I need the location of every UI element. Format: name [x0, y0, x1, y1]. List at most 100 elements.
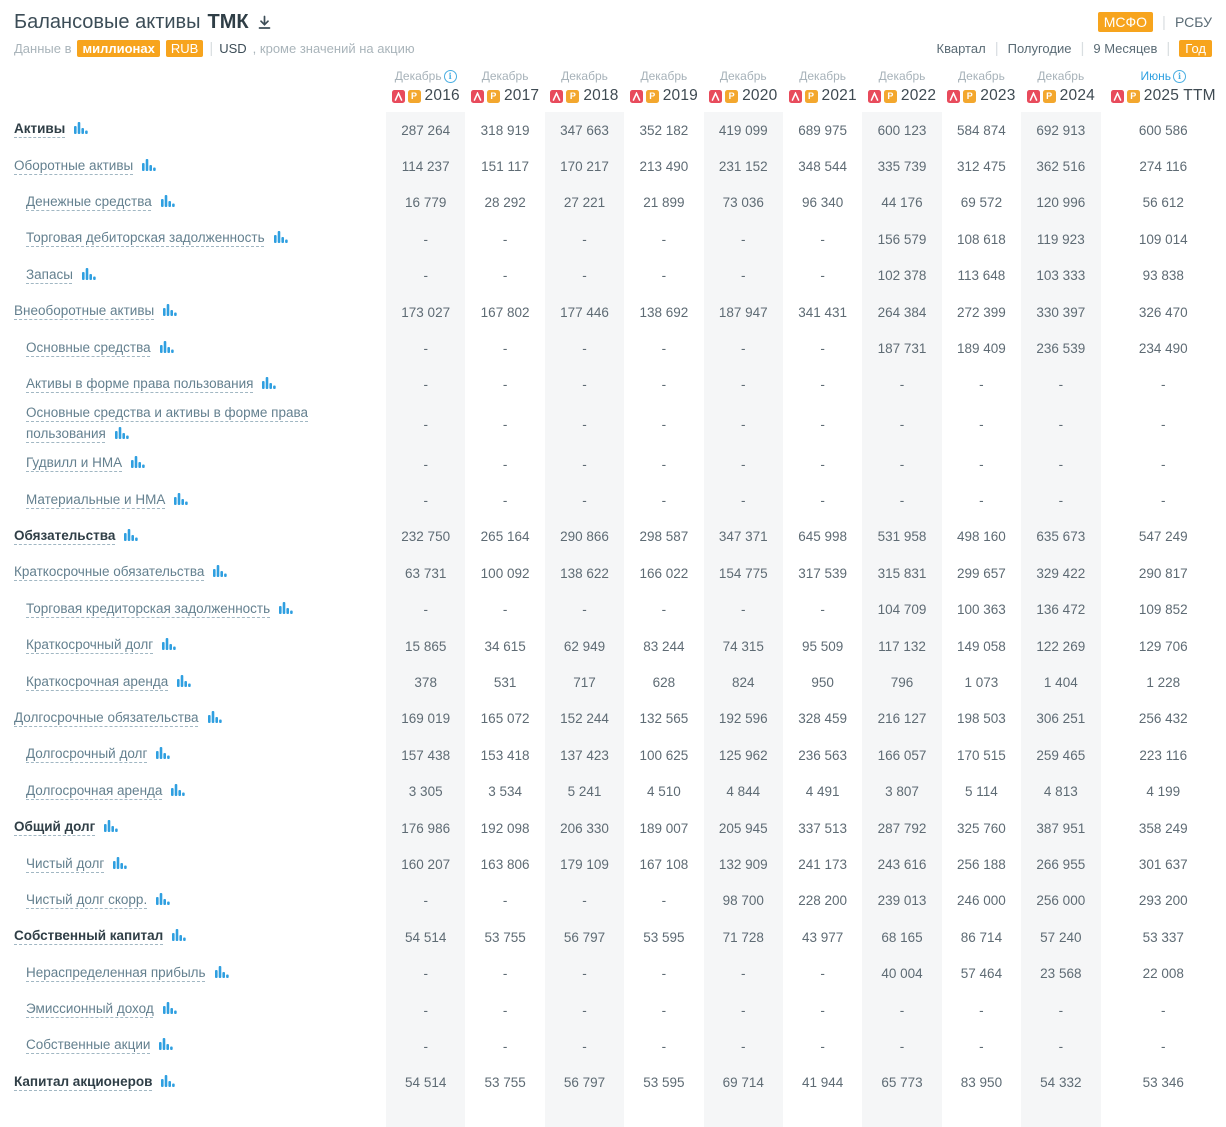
bar-chart-icon[interactable] — [114, 427, 129, 442]
row-label[interactable]: Материальные и НМА — [26, 491, 166, 507]
bar-chart-icon[interactable] — [159, 1038, 174, 1053]
pdf-report-icon[interactable] — [788, 89, 802, 103]
row-label[interactable]: Основные средства и активы в форме права… — [26, 405, 309, 442]
bar-chart-icon[interactable] — [142, 158, 156, 174]
pdf-report-icon[interactable] — [1026, 89, 1040, 103]
bar-chart-icon[interactable] — [160, 195, 175, 210]
bar-chart-icon[interactable] — [171, 783, 186, 799]
p-report-icon[interactable]: P — [1042, 89, 1056, 103]
bar-chart-icon[interactable] — [74, 122, 88, 137]
bar-chart-icon[interactable] — [159, 340, 174, 356]
units-millions-button[interactable]: миллионах — [77, 40, 160, 57]
row-label[interactable]: Долгосрочная аренда — [26, 782, 163, 798]
p-report-icon[interactable]: P — [645, 89, 659, 103]
bar-chart-icon[interactable] — [214, 965, 229, 981]
cell-value: 83 950 — [960, 1075, 1003, 1091]
info-icon[interactable]: i — [443, 70, 457, 83]
p-report-icon[interactable]: P — [407, 89, 421, 103]
bar-chart-icon[interactable] — [279, 601, 293, 617]
row-label[interactable]: Краткосрочные обязательства — [14, 564, 205, 580]
pdf-report-icon[interactable] — [947, 89, 961, 103]
pdf-report-icon[interactable] — [629, 89, 643, 103]
cell-value: - — [979, 1038, 984, 1054]
cell-value: 176 986 — [401, 820, 451, 836]
p-report-icon[interactable]: P — [804, 89, 818, 103]
bar-chart-icon[interactable] — [124, 528, 139, 544]
p-report-icon[interactable]: P — [566, 89, 580, 103]
pdf-report-icon[interactable] — [867, 89, 881, 103]
p-report-icon[interactable]: P — [486, 89, 500, 103]
period-полугодие[interactable]: Полугодие — [1007, 41, 1072, 56]
row-label[interactable]: Основные средства — [26, 339, 151, 355]
bar-chart-icon[interactable] — [113, 856, 128, 872]
bar-chart-icon[interactable] — [162, 1002, 177, 1017]
row-label[interactable]: Торговая кредиторская задолженность — [26, 600, 271, 616]
bar-chart-icon[interactable] — [177, 674, 191, 690]
cell-value: - — [1161, 377, 1166, 393]
row-label[interactable]: Собственный капитал — [14, 928, 164, 944]
bar-chart-icon[interactable] — [273, 231, 288, 246]
cell-value: 717 — [573, 675, 596, 690]
row-label[interactable]: Нераспределенная прибыль — [26, 964, 206, 980]
cell-value: 53 595 — [643, 1075, 685, 1091]
row-label[interactable]: Краткосрочный долг — [26, 637, 154, 653]
row-label[interactable]: Активы — [14, 121, 66, 137]
period-9-месяцев[interactable]: 9 Месяцев — [1093, 41, 1158, 56]
bar-chart-icon[interactable] — [207, 710, 222, 726]
p-report-icon[interactable]: P — [1126, 89, 1140, 103]
pdf-report-icon[interactable] — [709, 89, 723, 103]
bar-chart-icon[interactable] — [213, 565, 228, 580]
row-label[interactable]: Капитал акционеров — [14, 1073, 153, 1089]
cell-value: 246 000 — [957, 893, 1006, 909]
download-icon[interactable] — [257, 15, 272, 30]
cell-value: 187 947 — [718, 304, 768, 320]
bar-chart-icon[interactable] — [156, 747, 171, 762]
pdf-report-icon[interactable] — [391, 89, 405, 103]
row-label[interactable]: Долгосрочный долг — [26, 746, 148, 762]
row-label[interactable]: Оборотные активы — [14, 157, 134, 173]
pdf-report-icon[interactable] — [470, 89, 484, 103]
bar-chart-icon[interactable] — [131, 456, 145, 471]
currency-rub-button[interactable]: RUB — [165, 40, 204, 57]
row-label[interactable]: Гудвилл и НМА — [26, 455, 123, 471]
cell-value: - — [661, 602, 667, 618]
bar-chart-icon[interactable] — [162, 638, 176, 653]
p-report-icon[interactable]: P — [963, 89, 977, 103]
row-label[interactable]: Общий долг — [14, 819, 96, 835]
bar-chart-icon[interactable] — [262, 376, 277, 392]
p-report-icon[interactable]: P — [725, 89, 739, 103]
row-label[interactable]: Внеоборотные активы — [14, 303, 155, 319]
row-label[interactable]: Денежные средства — [26, 194, 152, 210]
bar-chart-icon[interactable] — [104, 820, 118, 835]
pdf-report-icon[interactable] — [1110, 89, 1124, 103]
row-label[interactable]: Обязательства — [14, 527, 116, 543]
bar-chart-icon[interactable] — [163, 304, 177, 319]
bar-chart-icon[interactable] — [81, 267, 96, 283]
row-label[interactable]: Чистый долг — [26, 855, 105, 871]
period-год[interactable]: Год — [1179, 40, 1212, 57]
row-label[interactable]: Долгосрочные обязательства — [14, 709, 199, 725]
bar-chart-icon[interactable] — [161, 1074, 176, 1090]
row-label[interactable]: Эмиссионный доход — [26, 1001, 154, 1017]
row-label[interactable]: Запасы — [26, 266, 73, 282]
row-label[interactable]: Краткосрочная аренда — [26, 673, 169, 689]
row-label[interactable]: Торговая дебиторская задолженность — [26, 230, 265, 246]
row-label[interactable]: Чистый долг скорр. — [26, 891, 148, 907]
period-квартал[interactable]: Квартал — [936, 41, 986, 56]
row-label[interactable]: Активы в форме права пользования — [26, 375, 254, 391]
currency-usd-button[interactable]: USD — [219, 41, 247, 56]
bar-chart-icon[interactable] — [174, 492, 189, 508]
bar-chart-icon[interactable] — [156, 892, 170, 908]
row-label[interactable]: Собственные акции — [26, 1037, 151, 1053]
bar-chart-icon[interactable] — [172, 929, 186, 944]
pdf-report-icon[interactable] — [550, 89, 564, 103]
table-row: Гудвилл и НМА - - - - - - - - - - — [0, 446, 1226, 482]
cell-value: 28 292 — [484, 195, 526, 211]
cell-value: 213 490 — [639, 159, 689, 175]
standard-rsbu-button[interactable]: РСБУ — [1174, 14, 1212, 30]
p-report-icon[interactable]: P — [883, 89, 897, 103]
cell-value: 154 775 — [718, 565, 768, 581]
info-icon[interactable]: i — [1173, 70, 1187, 83]
standard-msfo-button[interactable]: МСФО — [1097, 12, 1154, 32]
cell-value: 362 516 — [1036, 159, 1086, 175]
